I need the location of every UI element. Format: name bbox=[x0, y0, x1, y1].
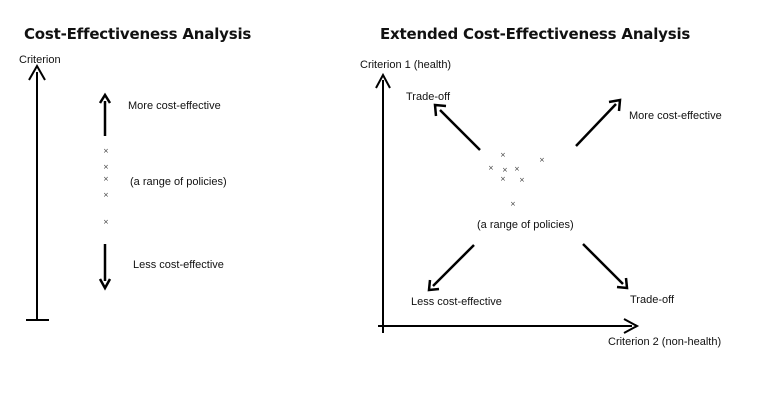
ecea-x-arrowhead bbox=[623, 318, 640, 334]
ecea-less-label: Less cost-effective bbox=[411, 296, 502, 308]
ecea-tradeoff-top-label: Trade-off bbox=[406, 91, 451, 103]
cea-panel: Cost-Effectiveness Analysis Criterion × … bbox=[0, 0, 300, 401]
cea-policy-marker: × bbox=[103, 163, 109, 171]
ecea-more-arrowhead bbox=[608, 98, 622, 112]
cea-policy-marker: × bbox=[103, 191, 109, 199]
ecea-tradeoff-down-arrowhead bbox=[616, 277, 629, 290]
ecea-range-label: (a range of policies) bbox=[477, 219, 574, 231]
ecea-tradeoff-up-arrowhead bbox=[433, 103, 447, 117]
ecea-policy-marker: × bbox=[500, 151, 506, 159]
ecea-more-label: More cost-effective bbox=[629, 110, 722, 122]
ecea-diagram: × × × × × × × × bbox=[375, 72, 640, 334]
ecea-policy-marker: × bbox=[539, 156, 545, 164]
ecea-policy-marker: × bbox=[519, 176, 525, 184]
cea-more-label: More cost-effective bbox=[128, 100, 221, 112]
ecea-policy-marker: × bbox=[514, 165, 520, 173]
cea-up-arrowhead bbox=[98, 92, 112, 104]
cea-policy-marker: × bbox=[103, 175, 109, 183]
ecea-tradeoff-bottom-label: Trade-off bbox=[630, 294, 675, 306]
ecea-y-axis-label: Criterion 1 (health) bbox=[360, 59, 452, 71]
cea-diagram: × × × × × bbox=[26, 63, 112, 321]
cea-policy-marker: × bbox=[103, 218, 109, 226]
cea-axis-arrowhead bbox=[28, 63, 46, 81]
cea-less-label: Less cost-effective bbox=[133, 259, 224, 271]
cea-policy-marker: × bbox=[103, 147, 109, 155]
ecea-policy-markers: × × × × × × × × bbox=[488, 151, 545, 208]
cea-axis-label: Criterion bbox=[19, 54, 61, 66]
ecea-tradeoff-up-arrow bbox=[439, 109, 481, 151]
cea-range-label: (a range of policies) bbox=[130, 176, 227, 188]
cea-down-arrowhead bbox=[98, 278, 112, 291]
ecea-policy-marker: × bbox=[510, 200, 516, 208]
ecea-less-arrow bbox=[432, 244, 475, 287]
ecea-x-axis-label: Criterion 2 (non-health) bbox=[608, 336, 722, 348]
ecea-tradeoff-down-arrow bbox=[582, 243, 624, 285]
ecea-more-arrow bbox=[575, 103, 617, 147]
cea-title: Cost-Effectiveness Analysis bbox=[24, 25, 252, 43]
ecea-title: Extended Cost-Effectiveness Analysis bbox=[380, 25, 691, 43]
ecea-panel: Extended Cost-Effectiveness Analysis Cri… bbox=[340, 0, 768, 401]
ecea-policy-marker: × bbox=[500, 175, 506, 183]
cea-policy-markers: × × × × × bbox=[103, 147, 109, 226]
ecea-policy-marker: × bbox=[502, 166, 508, 174]
ecea-y-arrowhead bbox=[375, 72, 391, 89]
ecea-policy-marker: × bbox=[488, 164, 494, 172]
ecea-less-arrowhead bbox=[427, 279, 440, 292]
